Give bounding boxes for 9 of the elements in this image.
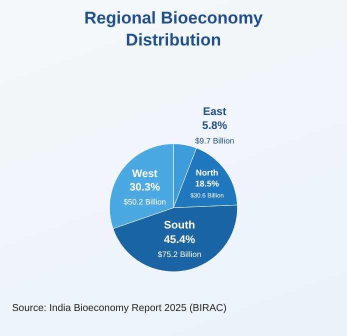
source-note: Source: India Bioeconomy Report 2025 (BIRAC) <box>12 303 227 314</box>
data-label: 5.8% $9.7 Billion <box>195 120 234 146</box>
data-label: 45.4% $75.2 Billion <box>158 234 202 260</box>
chart-title: Regional Bioeconomy Distribution <box>84 8 264 50</box>
slice-label: North <box>196 167 218 178</box>
slice-label: West <box>132 168 158 180</box>
slice-label: South <box>164 220 196 232</box>
slice-label: East <box>203 106 227 118</box>
data-label: 30.3% $50.2 Billion <box>124 182 166 207</box>
